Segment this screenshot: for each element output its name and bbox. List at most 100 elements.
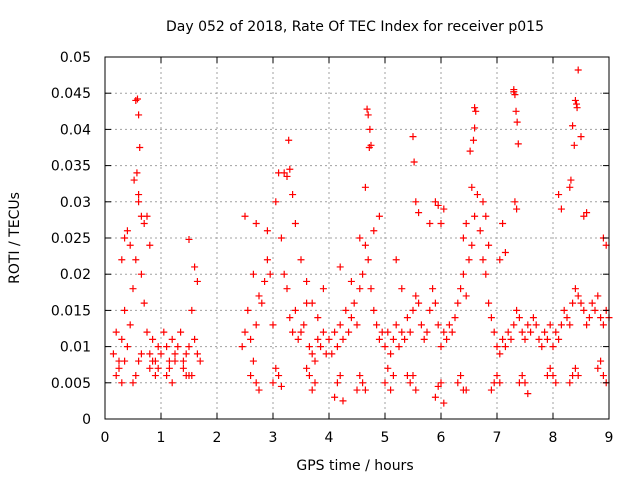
data-point xyxy=(471,124,479,132)
data-point xyxy=(277,234,285,242)
data-point xyxy=(504,328,512,336)
data-point xyxy=(571,285,579,293)
data-point xyxy=(415,299,423,307)
data-point xyxy=(566,183,574,191)
data-point xyxy=(151,372,159,380)
data-point xyxy=(146,350,154,358)
y-axis-label: ROTI / TECUs xyxy=(7,192,23,284)
data-point xyxy=(513,118,521,126)
data-point xyxy=(185,343,193,351)
data-point xyxy=(266,270,274,278)
data-point xyxy=(454,379,462,387)
data-point xyxy=(583,209,591,217)
data-point xyxy=(347,314,355,322)
data-point xyxy=(510,86,518,94)
data-point xyxy=(118,335,126,343)
data-point xyxy=(177,328,185,336)
data-point xyxy=(535,335,543,343)
data-point xyxy=(300,321,308,329)
data-point xyxy=(409,372,417,380)
data-point xyxy=(137,270,145,278)
data-point xyxy=(143,328,151,336)
data-point xyxy=(476,227,484,235)
data-point xyxy=(552,379,560,387)
data-point xyxy=(303,277,311,285)
data-point xyxy=(135,198,143,206)
data-point xyxy=(269,379,277,387)
data-point xyxy=(459,270,467,278)
data-point xyxy=(135,191,143,199)
data-point xyxy=(280,169,288,177)
data-point xyxy=(415,209,423,217)
data-point xyxy=(121,234,129,242)
data-point xyxy=(389,335,397,343)
data-point xyxy=(258,299,266,307)
data-point xyxy=(511,198,519,206)
data-point xyxy=(133,95,141,103)
data-point xyxy=(171,350,179,358)
data-point xyxy=(193,277,201,285)
data-point xyxy=(308,386,316,394)
y-tick-label: 0.05 xyxy=(60,50,91,66)
chart-title: Day 052 of 2018, Rate Of TEC Index for r… xyxy=(166,19,544,35)
data-point xyxy=(367,141,375,149)
data-point xyxy=(241,212,249,220)
data-point xyxy=(496,256,504,264)
data-point xyxy=(319,328,327,336)
data-point xyxy=(549,343,557,351)
data-point xyxy=(280,270,288,278)
x-tick-label: 5 xyxy=(381,430,390,446)
data-point xyxy=(109,350,117,358)
data-points xyxy=(109,66,613,407)
data-point xyxy=(126,321,134,329)
data-point xyxy=(465,256,473,264)
data-point xyxy=(420,335,428,343)
data-point xyxy=(493,343,501,351)
data-point xyxy=(146,241,154,249)
data-point xyxy=(583,321,591,329)
data-point xyxy=(487,314,495,322)
x-tick-label: 9 xyxy=(605,430,614,446)
data-point xyxy=(241,328,249,336)
data-point xyxy=(552,328,560,336)
data-point xyxy=(188,372,196,380)
data-point xyxy=(479,198,487,206)
data-point xyxy=(291,306,299,314)
data-point xyxy=(118,256,126,264)
data-point xyxy=(143,212,151,220)
data-point xyxy=(585,314,593,322)
data-point xyxy=(501,248,509,256)
data-point xyxy=(123,227,131,235)
data-point xyxy=(566,379,574,387)
data-point xyxy=(429,285,437,293)
data-point xyxy=(457,372,465,380)
data-point xyxy=(123,343,131,351)
data-point xyxy=(384,328,392,336)
x-tick-label: 7 xyxy=(493,430,502,446)
data-point xyxy=(580,212,588,220)
data-point xyxy=(361,241,369,249)
data-point xyxy=(437,220,445,228)
data-point xyxy=(261,277,269,285)
data-point xyxy=(569,122,577,130)
data-point xyxy=(135,357,143,365)
data-point xyxy=(297,328,305,336)
data-point xyxy=(512,107,520,115)
x-tick-label: 2 xyxy=(213,430,222,446)
data-point xyxy=(275,372,283,380)
y-tick-label: 0.005 xyxy=(51,376,91,392)
data-point xyxy=(130,176,138,184)
x-tick-labels: 0 1 2 3 4 5 6 7 8 9 xyxy=(101,430,614,446)
data-point xyxy=(482,212,490,220)
data-point xyxy=(249,270,257,278)
data-point xyxy=(401,335,409,343)
data-point xyxy=(163,343,171,351)
data-point xyxy=(149,335,157,343)
x-tick-label: 3 xyxy=(269,430,278,446)
data-point xyxy=(168,335,176,343)
data-point xyxy=(311,357,319,365)
data-point xyxy=(191,263,199,271)
y-tick-label: 0 xyxy=(82,412,91,428)
data-point xyxy=(594,364,602,372)
data-point xyxy=(361,183,369,191)
